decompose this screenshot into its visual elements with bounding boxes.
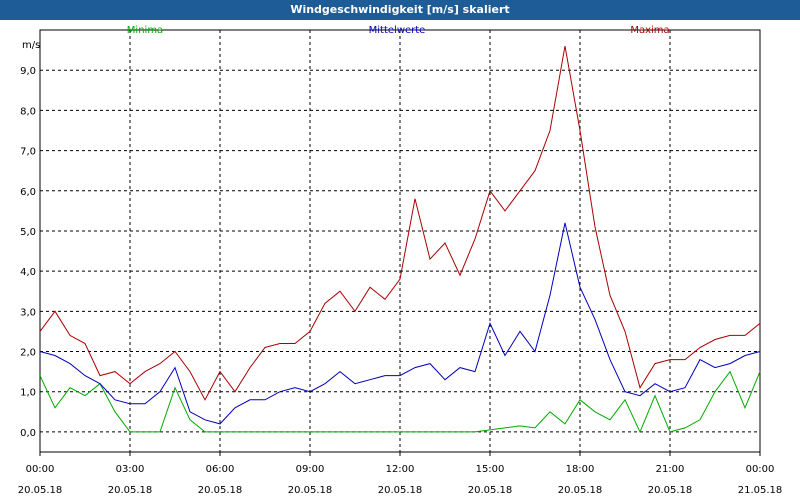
x-tick-date: 20.05.18 xyxy=(18,485,63,496)
x-tick-date: 20.05.18 xyxy=(558,485,603,496)
y-tick-label: 0,0 xyxy=(20,428,36,439)
y-tick-label: 1,0 xyxy=(20,388,36,399)
x-tick-time: 03:00 xyxy=(116,464,145,475)
x-tick-time: 15:00 xyxy=(476,464,505,475)
y-tick-label: 2,0 xyxy=(20,348,36,359)
y-tick-label: 4,0 xyxy=(20,267,36,278)
legend-maxima: Maxima xyxy=(630,25,669,36)
y-axis-unit: m/s xyxy=(22,40,40,51)
x-tick-date: 20.05.18 xyxy=(198,485,243,496)
x-tick-time: 12:00 xyxy=(386,464,415,475)
series-maxima-line xyxy=(39,46,761,401)
series-lines xyxy=(39,46,761,434)
y-axis-ticks: 0,0 1,0 2,0 3,0 4,0 5,0 6,0 7,0 8,0 9,0 xyxy=(20,66,36,439)
x-tick-time: 06:00 xyxy=(206,464,235,475)
x-tick-time: 00:00 xyxy=(26,464,55,475)
x-tick-time: 21:00 xyxy=(656,464,685,475)
series-minima-line xyxy=(39,370,761,434)
window-title: Windgeschwindigkeit [m/s] skaliert xyxy=(0,0,800,20)
x-tick-date: 20.05.18 xyxy=(378,485,423,496)
x-tick-date: 20.05.18 xyxy=(288,485,333,496)
x-tick-time: 00:00 xyxy=(746,464,775,475)
series-mittelwerte-line xyxy=(39,222,761,425)
y-tick-label: 6,0 xyxy=(20,187,36,198)
x-tick-date: 20.05.18 xyxy=(108,485,153,496)
y-tick-label: 8,0 xyxy=(20,106,36,117)
legend-mittelwerte: Mittelwerte xyxy=(369,25,426,36)
y-tick-label: 5,0 xyxy=(20,227,36,238)
y-tick-label: 3,0 xyxy=(20,307,36,318)
x-axis-ticks: 00:00 20.05.18 03:00 20.05.18 06:00 20.05.18 0… xyxy=(18,452,783,496)
x-tick-date: 21.05.18 xyxy=(738,485,783,496)
y-tick-label: 7,0 xyxy=(20,147,36,158)
legend-minima: Minima xyxy=(127,25,163,36)
x-tick-time: 09:00 xyxy=(296,464,325,475)
x-tick-date: 20.05.18 xyxy=(648,485,693,496)
x-tick-time: 18:00 xyxy=(566,464,595,475)
wind-speed-chart: 0,0 1,0 2,0 3,0 4,0 5,0 6,0 7,0 8,0 9,0 00:00 20.0… xyxy=(18,25,783,496)
y-tick-label: 9,0 xyxy=(20,66,36,77)
x-tick-date: 20.05.18 xyxy=(468,485,513,496)
